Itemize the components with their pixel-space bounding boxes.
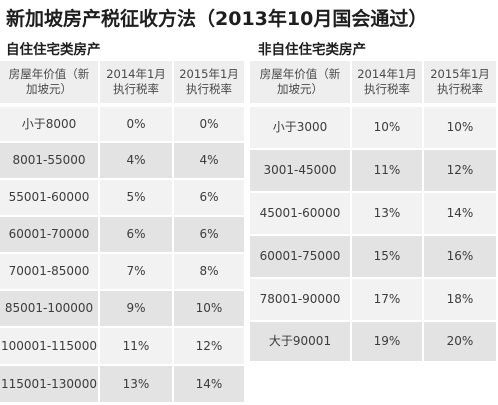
- rate-2014-cell: 10%: [352, 107, 422, 148]
- header-rate-2015-text: 2015年1月执行税率: [430, 67, 490, 96]
- annual-value-cell: 100001-115000: [0, 328, 98, 364]
- rate-2015-cell: 10%: [174, 291, 244, 326]
- rate-2014-cell: 0%: [100, 107, 172, 141]
- header-rate-2014: 2014年1月执行税率: [352, 61, 422, 103]
- header-annual-value: 房屋年价值（新加坡元）: [0, 61, 98, 103]
- rate-2014-cell: 11%: [100, 328, 172, 364]
- header-rate-2015-text: 2015年1月执行税率: [179, 67, 239, 96]
- header-rate-2014-text: 2014年1月执行税率: [357, 67, 417, 96]
- rate-2014-cell: 5%: [100, 180, 172, 215]
- rate-2014-cell: 7%: [100, 254, 172, 289]
- rate-2015-cell: 14%: [424, 193, 496, 234]
- annual-value-cell: 3001-45000: [250, 150, 350, 191]
- annual-value-cell: 115001-130000: [0, 366, 98, 402]
- header-rate-2014: 2014年1月执行税率: [100, 61, 172, 103]
- table-row: 8001-55000 4% 4%: [0, 142, 244, 179]
- rate-2014-cell: 13%: [100, 366, 172, 402]
- table-header-row: 房屋年价值（新加坡元） 2014年1月执行税率 2015年1月执行税率: [0, 60, 244, 104]
- table-row: 小于3000 10% 10%: [250, 106, 496, 149]
- rate-2015-cell: 20%: [424, 322, 496, 361]
- rate-2014-cell: 17%: [352, 279, 422, 320]
- annual-value-cell: 60001-70000: [0, 217, 98, 252]
- rate-2015-cell: 0%: [174, 107, 244, 141]
- table-header-row: 房屋年价值（新加坡元） 2014年1月执行税率 2015年1月执行税率: [250, 60, 496, 104]
- rate-2015-cell: 12%: [174, 328, 244, 364]
- header-rate-2015: 2015年1月执行税率: [424, 61, 496, 103]
- rate-2015-cell: 10%: [424, 107, 496, 148]
- table-row: 45001-60000 13% 14%: [250, 192, 496, 235]
- table-row: 小于8000 0% 0%: [0, 106, 244, 142]
- rate-2015-cell: 8%: [174, 254, 244, 289]
- table-row: 3001-45000 11% 12%: [250, 149, 496, 192]
- header-rate-2014-text: 2014年1月执行税率: [106, 67, 166, 96]
- table-row: 100001-115000 11% 12%: [0, 327, 244, 365]
- rate-2015-cell: 16%: [424, 236, 496, 277]
- rate-2014-cell: 6%: [100, 217, 172, 252]
- table-row: 115001-130000 13% 14%: [0, 365, 244, 403]
- annual-value-cell: 78001-90000: [250, 279, 350, 320]
- table-row: 大于90001 19% 20%: [250, 321, 496, 362]
- annual-value-cell: 小于3000: [250, 107, 350, 148]
- header-annual-value-text: 房屋年价值（新加坡元）: [8, 67, 90, 96]
- annual-value-cell: 55001-60000: [0, 180, 98, 215]
- table-row: 78001-90000 17% 18%: [250, 278, 496, 321]
- table-row: 70001-85000 7% 8%: [0, 253, 244, 290]
- rate-2015-cell: 12%: [424, 150, 496, 191]
- rate-2015-cell: 4%: [174, 143, 244, 178]
- table-row: 60001-75000 15% 16%: [250, 235, 496, 278]
- header-rate-2015: 2015年1月执行税率: [174, 61, 244, 103]
- header-annual-value-text: 房屋年价值（新加坡元）: [259, 67, 341, 96]
- rate-2014-cell: 9%: [100, 291, 172, 326]
- rate-2014-cell: 4%: [100, 143, 172, 178]
- table-row: 85001-100000 9% 10%: [0, 290, 244, 327]
- rate-2015-cell: 6%: [174, 217, 244, 252]
- rate-2014-cell: 15%: [352, 236, 422, 277]
- annual-value-cell: 60001-75000: [250, 236, 350, 277]
- owner-occupied-table: 房屋年价值（新加坡元） 2014年1月执行税率 2015年1月执行税率 小于80…: [0, 60, 244, 404]
- rate-2015-cell: 18%: [424, 279, 496, 320]
- table-row: 60001-70000 6% 6%: [0, 216, 244, 253]
- annual-value-cell: 小于8000: [0, 107, 98, 141]
- page-title: 新加坡房产税征收方法（2013年10月国会通过）: [6, 8, 428, 30]
- rate-2015-cell: 6%: [174, 180, 244, 215]
- table-row: 55001-60000 5% 6%: [0, 179, 244, 216]
- rate-2014-cell: 13%: [352, 193, 422, 234]
- annual-value-cell: 70001-85000: [0, 254, 98, 289]
- rate-2015-cell: 14%: [174, 366, 244, 402]
- annual-value-cell: 大于90001: [250, 322, 350, 361]
- rate-2014-cell: 11%: [352, 150, 422, 191]
- header-annual-value: 房屋年价值（新加坡元）: [250, 61, 350, 103]
- annual-value-cell: 45001-60000: [250, 193, 350, 234]
- non-owner-occupied-section-title: 非自住住宅类房产: [258, 42, 366, 58]
- non-owner-occupied-table: 房屋年价值（新加坡元） 2014年1月执行税率 2015年1月执行税率 小于30…: [250, 60, 496, 362]
- owner-occupied-section-title: 自住住宅类房产: [6, 42, 101, 58]
- rate-2014-cell: 19%: [352, 322, 422, 361]
- annual-value-cell: 8001-55000: [0, 143, 98, 178]
- annual-value-cell: 85001-100000: [0, 291, 98, 326]
